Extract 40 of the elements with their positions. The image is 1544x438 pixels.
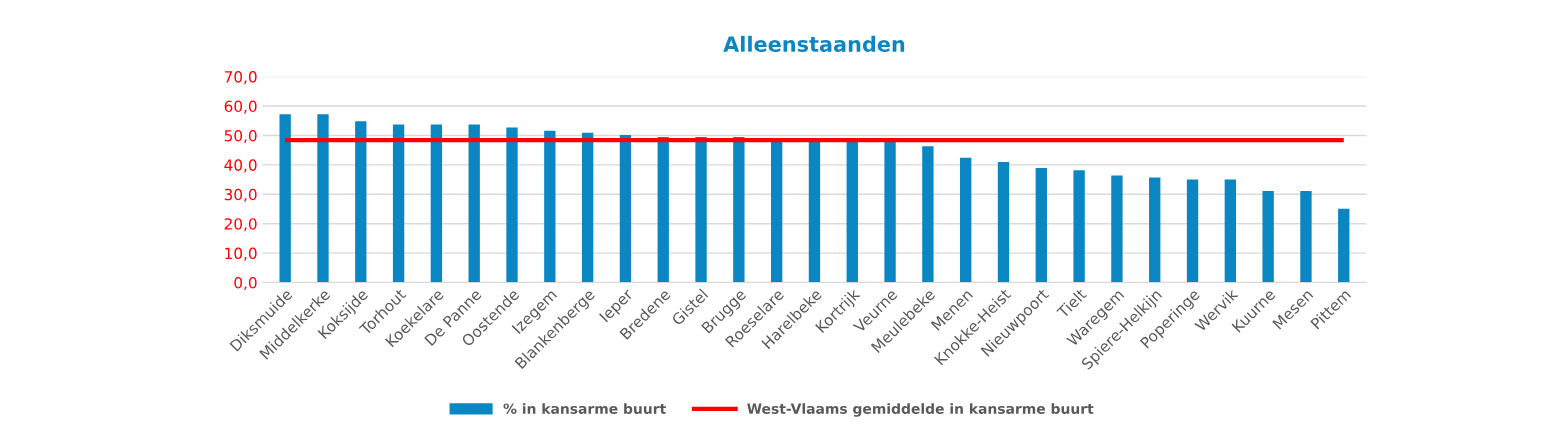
y-tick-label: 0,0 — [234, 276, 257, 291]
bar — [1338, 208, 1350, 283]
bar — [1149, 177, 1161, 283]
legend-label: % in kansarme buurt — [503, 403, 666, 414]
bar — [1111, 175, 1123, 283]
bar — [468, 124, 480, 283]
bar — [1224, 179, 1237, 283]
bar — [1035, 168, 1047, 283]
bar — [997, 161, 1010, 283]
y-tick-label: 30,0 — [224, 188, 257, 202]
bar — [279, 114, 291, 283]
y-tick-label: 70,0 — [224, 71, 257, 85]
bar — [392, 124, 405, 283]
bar — [695, 136, 707, 283]
y-tick-label: 10,0 — [225, 247, 257, 261]
bar — [1262, 191, 1274, 283]
chart-title: Alleenstaanden — [723, 35, 905, 52]
legend-label: West-Vlaams gemiddelde in kansarme buurt — [747, 403, 1094, 417]
bar — [544, 130, 556, 283]
y-tick-label: 50,0 — [224, 129, 257, 144]
bar — [808, 140, 821, 283]
bar — [430, 124, 443, 283]
bar — [1300, 191, 1312, 283]
bar — [1073, 170, 1085, 283]
bar — [619, 134, 632, 283]
bar — [922, 146, 934, 283]
bar — [657, 136, 669, 283]
bar — [770, 140, 783, 283]
bar — [1186, 179, 1199, 283]
y-tick-label: 60,0 — [224, 100, 257, 114]
bar — [884, 140, 896, 283]
bar — [506, 127, 518, 283]
bar — [960, 157, 972, 283]
bar — [733, 136, 745, 283]
bar — [355, 121, 367, 283]
bar — [317, 114, 329, 283]
bar — [581, 132, 594, 283]
bar — [846, 140, 858, 283]
y-tick-label: 40,0 — [224, 159, 257, 173]
y-tick-label: 20,0 — [224, 218, 257, 232]
